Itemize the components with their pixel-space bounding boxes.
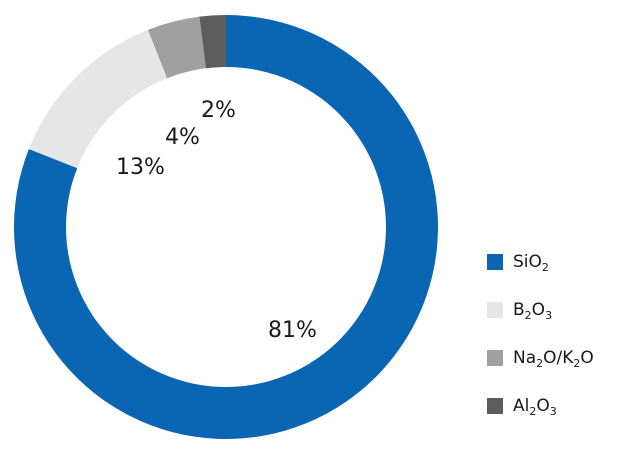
donut-slice-b2o3 — [28, 29, 168, 169]
legend-swatch-b2o3 — [487, 302, 503, 318]
chart-legend: SiO2 B2O3 Na2O/K2O Al2O3 — [487, 250, 594, 442]
donut-slice-al2o3 — [199, 15, 226, 69]
legend-label-b2o3: B2O3 — [513, 300, 553, 322]
legend-swatch-sio2 — [487, 254, 503, 270]
donut-slice-na2o-k2o — [147, 16, 206, 79]
data-label-sio2: 81% — [268, 318, 317, 343]
legend-item-al2o3: Al2O3 — [487, 394, 594, 418]
legend-item-b2o3: B2O3 — [487, 298, 594, 322]
legend-item-na2o-k2o: Na2O/K2O — [487, 346, 594, 370]
legend-label-na2o-k2o: Na2O/K2O — [513, 348, 594, 370]
data-label-b2o3: 13% — [116, 155, 165, 180]
data-label-na2o-k2o: 4% — [165, 125, 200, 150]
legend-label-al2o3: Al2O3 — [513, 396, 557, 418]
legend-item-sio2: SiO2 — [487, 250, 594, 274]
legend-label-sio2: SiO2 — [513, 252, 549, 274]
data-label-al2o3: 2% — [201, 98, 236, 123]
legend-swatch-na2o-k2o — [487, 350, 503, 366]
legend-swatch-al2o3 — [487, 398, 503, 414]
